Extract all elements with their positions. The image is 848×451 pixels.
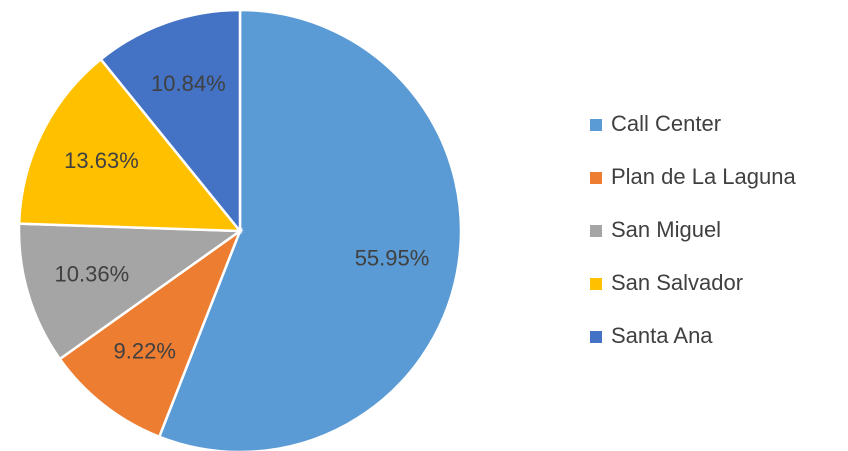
pie-slice (17, 57, 243, 233)
slice-label: 13.63% (64, 148, 139, 173)
legend-label: San Salvador (611, 270, 743, 295)
pie-slice (99, 8, 242, 235)
legend-swatch (590, 331, 602, 343)
slice-label: 9.22% (114, 339, 176, 364)
legend-swatch (590, 278, 602, 290)
slice-label: 10.36% (55, 261, 130, 286)
slice-label: 10.84% (151, 71, 226, 96)
legend-label: San Miguel (611, 217, 721, 242)
slice-label: 55.95% (355, 246, 430, 271)
legend-label: Santa Ana (611, 323, 713, 348)
legend-swatch (590, 225, 602, 237)
pie-slice (157, 8, 463, 451)
legend-swatch (590, 172, 602, 184)
pie-slice (17, 222, 244, 361)
legend-swatch (590, 119, 602, 131)
legend-label: Plan de La Laguna (611, 164, 796, 189)
pie-slice (58, 227, 243, 439)
legend-label: Call Center (611, 111, 721, 136)
